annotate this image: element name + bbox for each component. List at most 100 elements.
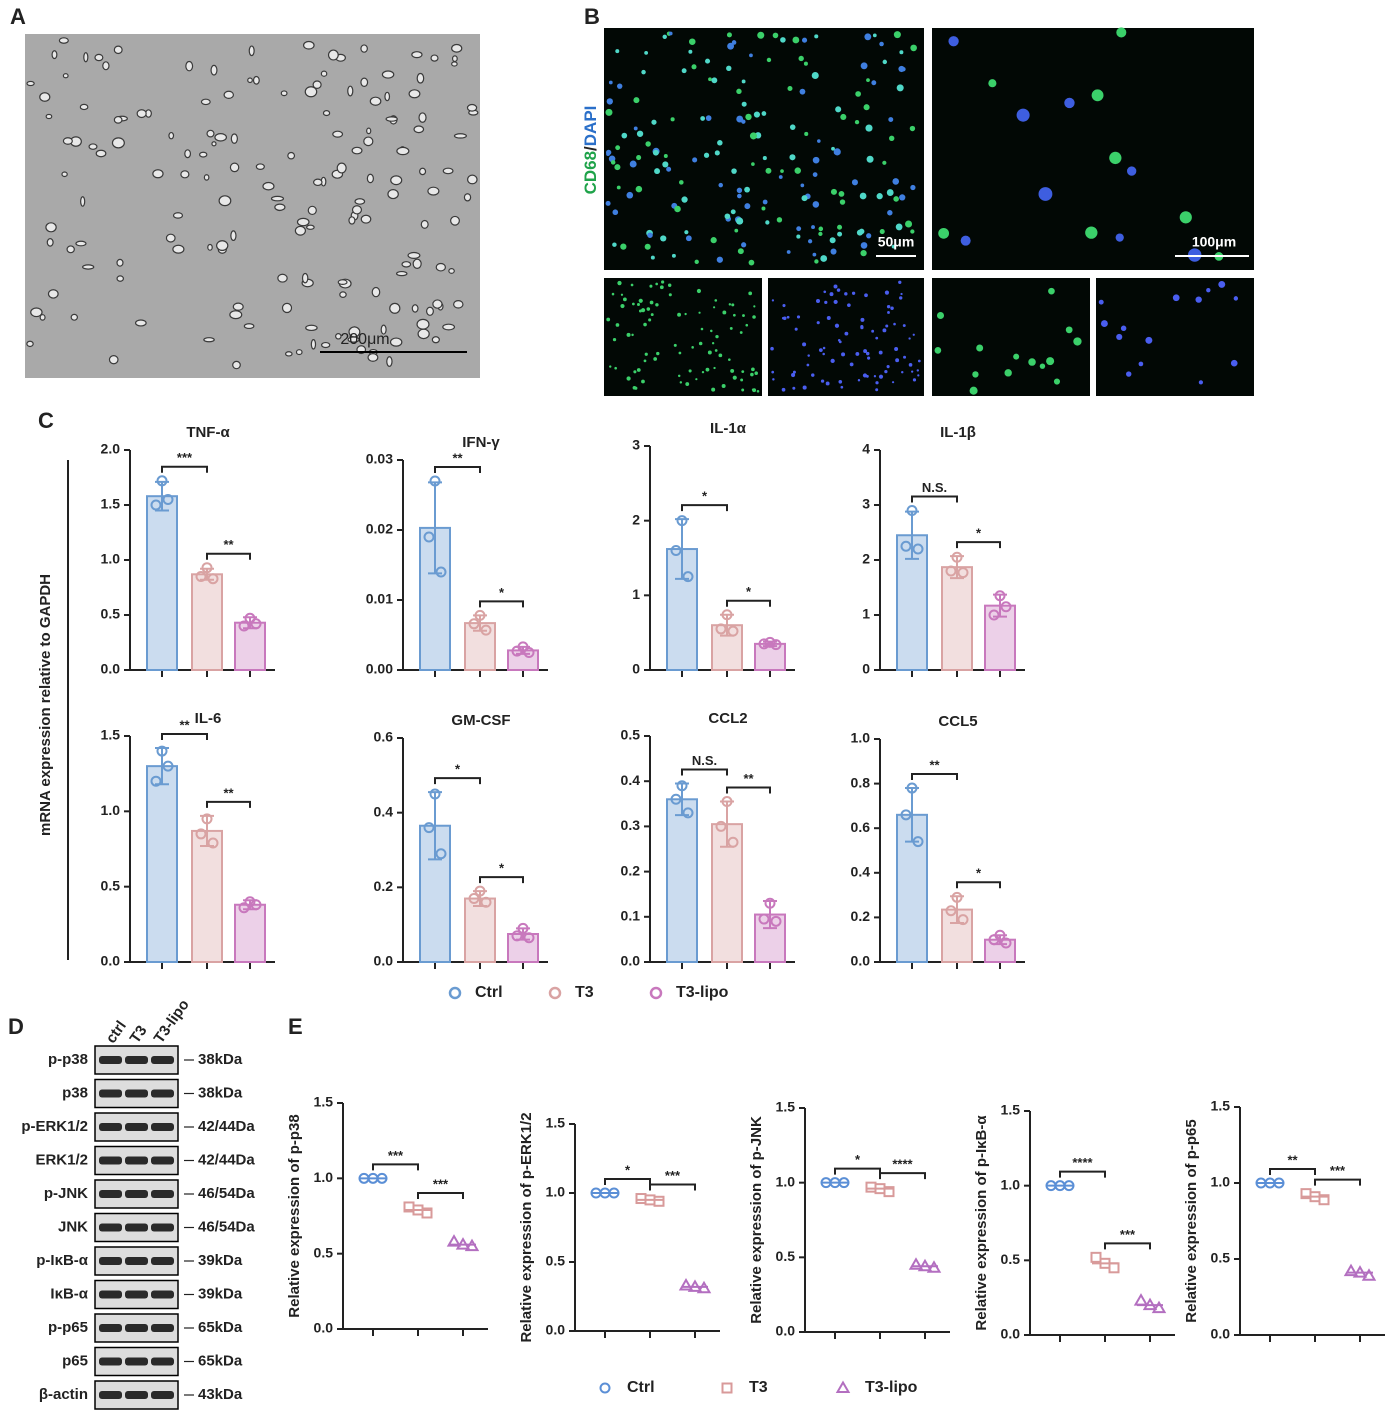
- cell: [1085, 226, 1098, 239]
- cell: [879, 41, 884, 47]
- cell: [811, 373, 815, 377]
- cell: [647, 232, 653, 238]
- cell: [655, 282, 658, 286]
- y-tick-label: 0.0: [101, 661, 121, 677]
- y-tick-label: 0.5: [101, 877, 121, 893]
- cell: [1100, 320, 1108, 328]
- cell: [662, 161, 669, 168]
- cell: [865, 374, 869, 378]
- cell: [728, 358, 731, 361]
- data-point: [682, 807, 694, 819]
- cell: [450, 215, 460, 226]
- cell: [1120, 325, 1127, 332]
- cell: [51, 50, 58, 60]
- cell: [731, 303, 735, 307]
- y-tick-label: 1: [632, 586, 640, 602]
- significance-bracket: [956, 541, 1001, 549]
- cell: [736, 217, 744, 225]
- cell: [740, 378, 744, 382]
- cell: [899, 296, 903, 300]
- cell: [1091, 89, 1104, 102]
- data-point: [195, 571, 207, 582]
- cell: [882, 328, 887, 333]
- significance-bracket: [1104, 1242, 1151, 1250]
- cell: [466, 103, 478, 112]
- band: [125, 1391, 148, 1399]
- significance-label: *: [702, 489, 708, 504]
- cell: [305, 324, 318, 332]
- data-point: [906, 782, 918, 794]
- cell: [417, 328, 430, 340]
- cell: [908, 363, 913, 367]
- cell: [82, 264, 95, 270]
- cell: [1115, 233, 1124, 242]
- cell: [1218, 280, 1226, 288]
- cell: [332, 130, 344, 138]
- y-tick-label: 1.5: [546, 1115, 566, 1131]
- cell: [649, 284, 653, 288]
- cell: [912, 333, 915, 336]
- cell: [745, 113, 752, 121]
- legend-label: T3-lipo: [676, 984, 729, 1001]
- cell: [62, 73, 69, 79]
- protein-label: JNK: [58, 1218, 88, 1235]
- y-tick-label: 1.0: [546, 1184, 566, 1200]
- legend-label: T3: [575, 984, 594, 1001]
- significance-label: ***: [1330, 1163, 1346, 1178]
- cell: [681, 68, 687, 74]
- cell: [605, 200, 611, 206]
- cell: [830, 248, 837, 255]
- cell: [1172, 294, 1180, 302]
- cell: [778, 175, 783, 179]
- size-label: 46/54Da: [198, 1218, 255, 1235]
- cell: [320, 70, 328, 77]
- data-point: [764, 636, 776, 648]
- data-point: [1343, 1263, 1359, 1277]
- y-tick-label: 1.5: [101, 496, 121, 512]
- cell: [432, 299, 443, 309]
- data-point: [156, 745, 168, 757]
- cell: [826, 316, 831, 320]
- cell: [726, 32, 732, 38]
- cell: [829, 237, 836, 244]
- cell: [615, 323, 620, 327]
- cell: [742, 314, 745, 317]
- y-tick-label: 0.6: [851, 819, 871, 835]
- cell: [1053, 378, 1061, 385]
- bar: [146, 495, 178, 672]
- cell: [916, 369, 920, 372]
- cell: [354, 198, 366, 205]
- fluorescence-cells: [605, 27, 1239, 395]
- cell: [211, 141, 217, 147]
- cell: [1116, 27, 1127, 38]
- cell: [781, 316, 785, 320]
- cell: [45, 113, 53, 120]
- cell: [1195, 296, 1202, 303]
- cell: [899, 50, 904, 55]
- band: [99, 1257, 122, 1265]
- cell: [650, 255, 655, 260]
- cell: [844, 331, 849, 336]
- cell: [620, 293, 624, 296]
- cell: [200, 98, 211, 106]
- cell: [757, 31, 765, 39]
- cell: [756, 390, 760, 393]
- cell: [435, 262, 446, 272]
- cell: [641, 379, 645, 384]
- data-point: [635, 1193, 647, 1205]
- cell: [744, 186, 750, 193]
- cell: [645, 141, 651, 147]
- legend-label: T3-lipo: [865, 1379, 918, 1396]
- cell: [621, 132, 628, 139]
- cell: [1073, 337, 1082, 346]
- data-point: [957, 567, 969, 579]
- significance-label: ***: [177, 450, 193, 465]
- cell: [824, 300, 828, 304]
- cell: [135, 319, 147, 327]
- chart-title: TNF-α: [186, 424, 230, 441]
- cell: [646, 307, 651, 311]
- cell: [751, 162, 755, 166]
- cell: [386, 356, 393, 367]
- cell: [804, 131, 809, 136]
- cell: [794, 327, 798, 331]
